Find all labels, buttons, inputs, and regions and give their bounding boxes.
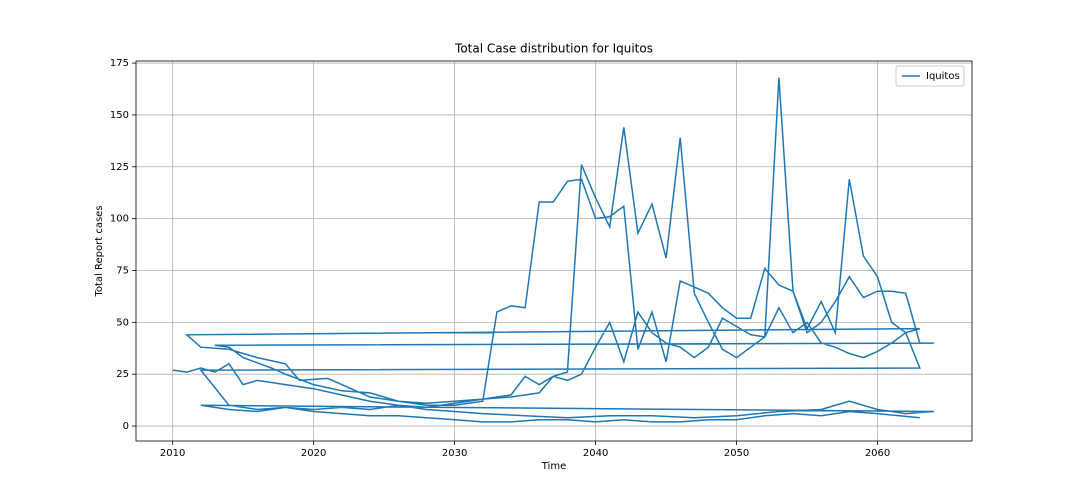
legend-box xyxy=(895,65,965,87)
y-tick-label: 150 xyxy=(110,110,129,121)
x-tick-label: 2030 xyxy=(442,448,467,459)
y-tick-label: 100 xyxy=(110,214,129,225)
y-axis-label: Total Report cases xyxy=(94,205,105,297)
legend-label: Iquitos xyxy=(926,71,960,82)
y-tick-label: 75 xyxy=(116,265,129,276)
y-tick-label: 25 xyxy=(116,369,129,380)
plot-frame xyxy=(135,60,973,442)
x-tick-label: 2020 xyxy=(301,448,326,459)
x-axis-label: Time xyxy=(541,461,566,472)
x-tick-label: 2010 xyxy=(160,448,185,459)
chart-title: Total Case distribution for Iquitos xyxy=(454,42,653,56)
y-tick-label: 0 xyxy=(123,421,129,432)
x-tick-label: 2060 xyxy=(865,448,890,459)
y-tick-label: 125 xyxy=(110,162,129,173)
x-tick-label: 2040 xyxy=(583,448,608,459)
x-tick-label: 2050 xyxy=(724,448,749,459)
y-tick-label: 175 xyxy=(110,58,129,69)
data-line xyxy=(172,77,934,423)
y-tick-label: 50 xyxy=(116,317,129,328)
